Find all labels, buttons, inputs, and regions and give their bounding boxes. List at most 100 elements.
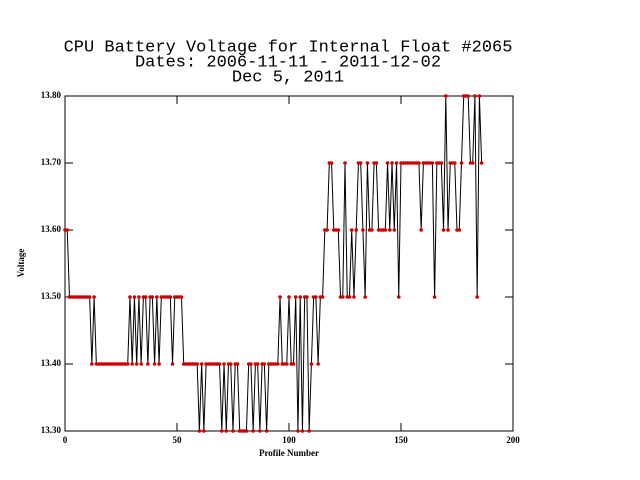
data-point	[128, 295, 132, 299]
data-point	[276, 362, 280, 366]
data-point	[441, 228, 446, 232]
data-point	[168, 295, 173, 299]
data-point	[228, 362, 233, 366]
data-point	[278, 295, 282, 299]
data-point	[90, 362, 94, 366]
data-point	[150, 295, 155, 299]
data-point	[264, 429, 269, 433]
x-tick-label: 150	[394, 435, 408, 445]
data-point	[287, 295, 291, 299]
data-point	[197, 429, 202, 433]
y-tick-label: 13.30	[41, 425, 62, 435]
data-point	[87, 295, 92, 299]
data-point	[235, 362, 240, 366]
y-tick-label: 13.40	[41, 358, 62, 368]
data-point	[296, 429, 300, 433]
data-point	[307, 429, 311, 433]
data-point	[430, 161, 435, 165]
data-point	[202, 429, 206, 433]
data-point	[258, 429, 262, 433]
data-point	[444, 94, 448, 98]
data-point	[92, 295, 96, 299]
data-point	[354, 228, 359, 232]
data-point	[473, 94, 477, 98]
data-point	[130, 362, 134, 366]
data-point	[291, 362, 296, 366]
y-tick-label: 13.80	[41, 90, 62, 100]
data-point	[363, 295, 367, 299]
data-point	[139, 362, 143, 366]
data-point	[361, 228, 365, 232]
data-point	[419, 228, 423, 232]
data-point	[383, 228, 388, 232]
x-tick-label: 100	[282, 435, 296, 445]
data-point	[314, 295, 318, 299]
data-point	[388, 228, 392, 232]
x-tick-label: 0	[63, 435, 68, 445]
chart-subtitle: Dates: 2006-11-11 - 2011-12-02	[135, 53, 441, 72]
data-point	[365, 161, 370, 165]
data-point	[300, 429, 305, 433]
data-point	[370, 228, 374, 232]
data-point	[385, 161, 390, 165]
x-tick-label: 50	[173, 435, 183, 445]
data-point	[305, 295, 309, 299]
data-point	[392, 228, 397, 232]
data-point	[195, 362, 199, 366]
data-point	[146, 362, 150, 366]
data-point	[457, 228, 462, 232]
data-point	[170, 362, 175, 366]
x-axis-label: Profile Number	[259, 448, 319, 458]
series-line	[65, 95, 483, 432]
data-point	[298, 295, 303, 299]
data-point	[439, 161, 444, 165]
data-point	[132, 295, 137, 299]
y-tick-label: 13.60	[41, 224, 62, 234]
data-point	[352, 295, 356, 299]
data-point	[134, 362, 139, 366]
data-point	[479, 161, 484, 165]
data-point	[251, 429, 255, 433]
data-point	[125, 362, 130, 366]
data-point	[65, 228, 70, 232]
data-point	[284, 362, 289, 366]
data-point	[459, 161, 464, 165]
data-point	[325, 228, 329, 232]
plot-frame	[64, 95, 514, 432]
data-point	[470, 161, 475, 165]
data-point	[143, 295, 148, 299]
data-point	[309, 362, 314, 366]
data-point	[137, 295, 141, 299]
data-point	[217, 362, 222, 366]
data-point	[329, 161, 334, 165]
data-point	[255, 362, 260, 366]
data-point	[349, 228, 354, 232]
data-point	[293, 295, 298, 299]
data-point	[157, 362, 161, 366]
data-point	[320, 295, 325, 299]
x-tick-label: 200	[506, 435, 520, 445]
data-point	[179, 295, 184, 299]
data-point	[244, 429, 249, 433]
data-point	[446, 228, 450, 232]
data-point	[152, 362, 157, 366]
data-point	[374, 161, 379, 165]
data-point	[390, 161, 394, 165]
data-point	[155, 295, 159, 299]
y-tick-label: 13.50	[41, 291, 62, 301]
data-point	[262, 362, 267, 366]
data-point	[432, 295, 437, 299]
y-tick-label: 13.70	[41, 157, 62, 167]
data-point	[394, 161, 399, 165]
data-point	[199, 362, 204, 366]
data-point	[452, 161, 457, 165]
data-point	[358, 161, 363, 165]
data-point	[475, 295, 479, 299]
chart-title: CPU Battery Voltage for Internal Float #…	[64, 38, 513, 57]
data-point	[343, 161, 347, 165]
data-point	[249, 362, 253, 366]
data-point	[477, 94, 482, 98]
data-point	[417, 161, 421, 165]
data-point	[222, 362, 226, 366]
